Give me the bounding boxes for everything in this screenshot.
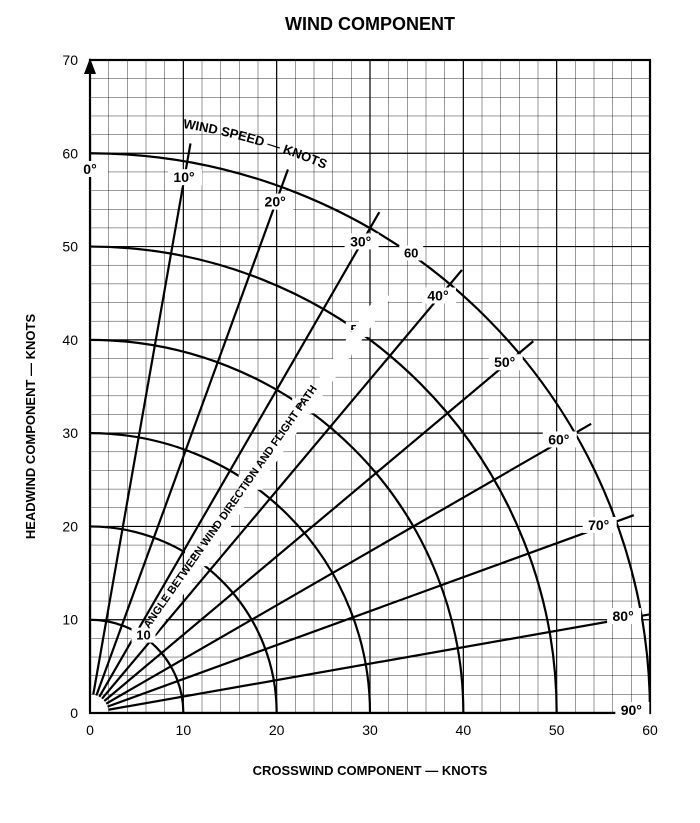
y-tick-label: 50 [62,239,78,255]
svg-text:90°: 90° [621,702,642,718]
x-tick-label: 30 [362,722,378,738]
svg-text:70°: 70° [588,517,609,533]
angle-label: 0° [74,161,108,177]
chart-svg: WIND COMPONENT 0° 10° 20° 30° 40° 50° 60° 70° 80°… [0,0,700,823]
angle-label: 90° [615,702,649,718]
svg-text:60°: 60° [548,431,569,447]
svg-text:50°: 50° [494,354,515,370]
x-tick-label: 10 [176,722,192,738]
x-tick-label: 50 [549,722,565,738]
y-tick-label: 70 [62,52,78,68]
arc-label: 60 [399,246,423,261]
y-tick-label: 0 [70,705,78,721]
svg-text:20°: 20° [265,194,286,210]
chart-title: WIND COMPONENT [285,14,455,34]
angle-label: 30° [345,233,379,249]
svg-text:0°: 0° [83,161,96,177]
angle-label: 50° [489,354,523,370]
svg-text:60: 60 [404,246,418,261]
y-axis-label: HEADWIND COMPONENT — KNOTS [23,314,38,540]
svg-text:40°: 40° [427,288,448,304]
angle-label: 70° [583,517,617,533]
svg-text:10: 10 [136,628,150,643]
y-tick-label: 10 [62,612,78,628]
y-tick-label: 20 [62,518,78,534]
x-axis-label: CROSSWIND COMPONENT — KNOTS [253,763,488,778]
angle-label: 60° [543,431,577,447]
wind-component-chart: WIND COMPONENT 0° 10° 20° 30° 40° 50° 60° 70° 80°… [0,0,700,823]
x-tick-label: 60 [642,722,658,738]
y-tick-label: 60 [62,145,78,161]
x-tick-label: 40 [456,722,472,738]
svg-text:10°: 10° [173,169,194,185]
angle-label: 10° [168,169,202,185]
angle-label: 20° [259,194,293,210]
svg-text:80°: 80° [613,608,634,624]
x-tick-label: 20 [269,722,285,738]
x-tick-label: 0 [86,722,94,738]
angle-label: 40° [422,288,456,304]
angle-label: 80° [607,608,641,624]
svg-text:30°: 30° [350,233,371,249]
y-tick-label: 40 [62,332,78,348]
y-tick-label: 30 [62,425,78,441]
